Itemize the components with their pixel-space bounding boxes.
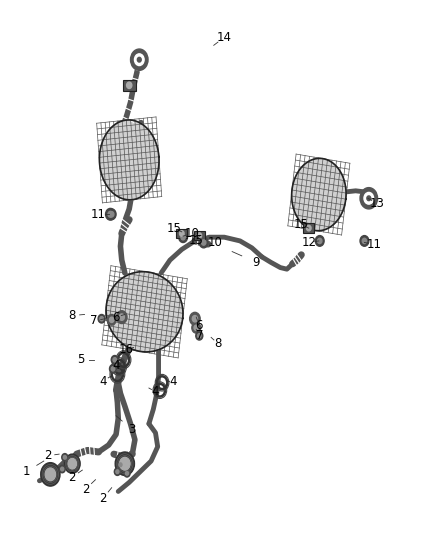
- Circle shape: [201, 240, 206, 245]
- Text: 10: 10: [184, 227, 199, 240]
- Text: 2: 2: [44, 449, 52, 462]
- Text: 15: 15: [189, 235, 204, 247]
- Circle shape: [98, 314, 105, 323]
- Text: 6: 6: [112, 311, 120, 324]
- Circle shape: [117, 461, 124, 469]
- Text: 11: 11: [91, 208, 106, 221]
- Circle shape: [138, 58, 141, 62]
- Circle shape: [364, 192, 374, 204]
- Text: 13: 13: [370, 197, 385, 210]
- Text: 6: 6: [195, 319, 203, 332]
- Circle shape: [192, 322, 201, 333]
- Circle shape: [120, 457, 130, 470]
- Circle shape: [63, 455, 67, 459]
- Circle shape: [62, 454, 68, 461]
- Circle shape: [111, 367, 115, 371]
- Circle shape: [107, 314, 116, 325]
- Polygon shape: [106, 272, 183, 352]
- Circle shape: [113, 358, 117, 362]
- Circle shape: [131, 49, 148, 70]
- Text: 5: 5: [78, 353, 85, 366]
- FancyBboxPatch shape: [123, 79, 136, 91]
- Text: 9: 9: [252, 256, 260, 269]
- Text: 15: 15: [167, 222, 182, 235]
- FancyBboxPatch shape: [176, 229, 187, 238]
- Circle shape: [110, 212, 114, 217]
- Circle shape: [116, 470, 119, 473]
- Circle shape: [114, 468, 120, 475]
- Text: 12: 12: [301, 236, 316, 249]
- FancyBboxPatch shape: [194, 231, 205, 240]
- Circle shape: [124, 470, 130, 477]
- Circle shape: [41, 463, 60, 486]
- Text: 14: 14: [217, 31, 232, 44]
- Circle shape: [125, 472, 129, 475]
- Circle shape: [197, 233, 201, 238]
- Circle shape: [100, 317, 103, 321]
- Circle shape: [45, 468, 56, 481]
- Circle shape: [194, 325, 198, 330]
- Circle shape: [196, 332, 203, 340]
- Text: 8: 8: [69, 309, 76, 322]
- Circle shape: [190, 312, 200, 325]
- Circle shape: [134, 54, 144, 66]
- Text: 4: 4: [112, 359, 120, 372]
- FancyBboxPatch shape: [303, 223, 314, 233]
- Circle shape: [117, 311, 127, 324]
- Circle shape: [199, 237, 208, 248]
- Circle shape: [181, 235, 185, 240]
- Circle shape: [106, 208, 115, 220]
- Text: 3: 3: [128, 423, 135, 435]
- Text: 11: 11: [367, 238, 382, 251]
- Text: 16: 16: [119, 343, 134, 356]
- Circle shape: [362, 238, 367, 244]
- Circle shape: [115, 452, 134, 475]
- Circle shape: [119, 463, 122, 467]
- Circle shape: [60, 467, 64, 471]
- Circle shape: [180, 231, 184, 236]
- Text: 15: 15: [294, 219, 309, 231]
- Text: 1: 1: [22, 465, 30, 478]
- Text: 4: 4: [152, 385, 159, 398]
- Circle shape: [198, 334, 201, 338]
- Circle shape: [108, 212, 113, 217]
- Circle shape: [59, 465, 65, 473]
- Circle shape: [360, 236, 369, 246]
- Circle shape: [318, 238, 322, 244]
- Text: 4: 4: [169, 375, 177, 387]
- Circle shape: [315, 236, 324, 246]
- Circle shape: [68, 458, 77, 469]
- Circle shape: [360, 188, 378, 209]
- Text: 10: 10: [207, 236, 222, 249]
- Text: 7: 7: [195, 329, 203, 342]
- Circle shape: [110, 317, 114, 322]
- Circle shape: [179, 232, 187, 243]
- Circle shape: [127, 82, 132, 88]
- Text: 7: 7: [90, 314, 98, 327]
- Text: 2: 2: [68, 471, 76, 483]
- Text: 2: 2: [81, 483, 89, 496]
- Circle shape: [110, 365, 117, 373]
- Circle shape: [107, 209, 116, 220]
- Text: 2: 2: [99, 492, 107, 505]
- Text: 4: 4: [99, 375, 107, 387]
- Circle shape: [367, 196, 371, 200]
- Circle shape: [192, 316, 198, 322]
- Circle shape: [119, 314, 124, 320]
- Polygon shape: [99, 120, 159, 200]
- Circle shape: [64, 454, 80, 473]
- Circle shape: [307, 225, 311, 231]
- Polygon shape: [292, 158, 346, 231]
- Text: 8: 8: [215, 337, 222, 350]
- Circle shape: [111, 356, 118, 364]
